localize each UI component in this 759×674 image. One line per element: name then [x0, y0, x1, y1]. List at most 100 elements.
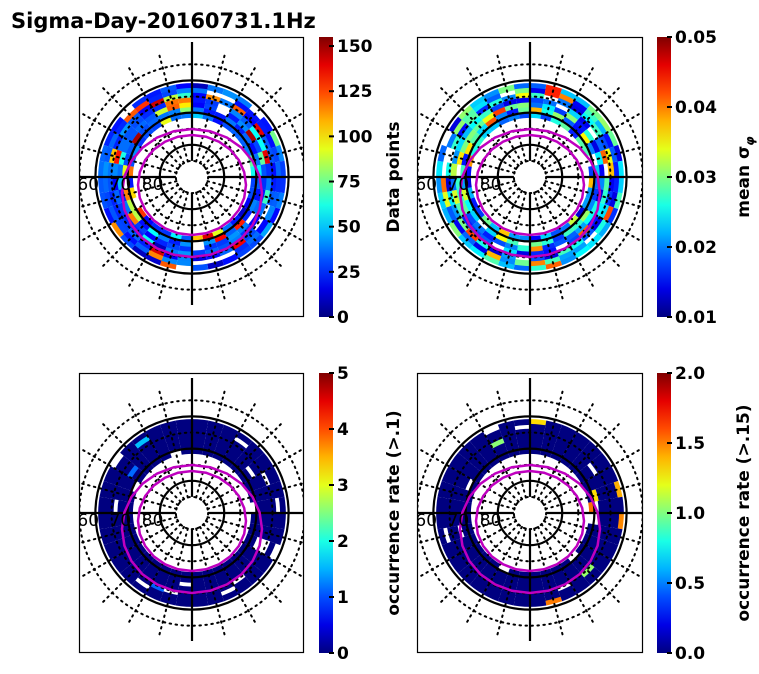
data-bin	[121, 139, 133, 154]
data-bin	[255, 119, 270, 136]
data-bin	[446, 541, 458, 558]
data-bin	[590, 489, 599, 502]
data-bin	[448, 116, 463, 133]
colorbar-tick-label: 75	[337, 173, 361, 193]
data-bin	[150, 558, 163, 570]
data-bin	[114, 554, 129, 571]
data-bin	[233, 459, 246, 472]
data-bin	[550, 564, 563, 574]
dotted-mlt-spoke	[437, 84, 520, 167]
data-bin	[488, 456, 501, 468]
data-bin	[123, 489, 132, 502]
data-bin	[469, 480, 479, 493]
data-bin	[480, 463, 492, 475]
data-bin	[244, 547, 257, 561]
data-bin	[602, 541, 614, 558]
data-bin	[566, 444, 581, 457]
data-bin	[562, 226, 575, 238]
data-bin	[135, 135, 147, 148]
dotted-mlt-spoke	[540, 523, 623, 606]
dotted-mlt-spoke	[195, 191, 227, 303]
data-bin	[568, 127, 580, 139]
colorbar-label-subscript: φ	[743, 136, 757, 146]
colorbar-gradient	[319, 37, 333, 317]
auroral-oval-contour	[136, 469, 248, 573]
data-bin	[157, 568, 171, 579]
data-bin	[114, 218, 129, 235]
data-bin	[497, 595, 515, 606]
data-bin	[446, 205, 458, 222]
auroral-oval-contour	[120, 463, 264, 595]
colorbar-tick-label: 0.05	[675, 28, 717, 48]
data-bin	[120, 441, 136, 457]
data-bin	[131, 244, 148, 259]
data-bin	[233, 218, 246, 231]
figure-title: Sigma-Day-20160731.1Hz	[11, 9, 316, 33]
latitude-label: 80	[142, 511, 164, 531]
data-bin	[247, 198, 258, 212]
colorbar-label: mean σφ	[734, 136, 757, 218]
data-bin	[247, 534, 258, 548]
data-bin	[104, 191, 114, 208]
data-bin	[545, 84, 563, 95]
data-bin	[482, 448, 496, 461]
data-bin	[437, 192, 448, 210]
data-bin	[495, 232, 509, 243]
panel-occurrence-rate-01: 60 70 80 0 1 2 3 4 5 occurrence rate (>.1)	[78, 364, 404, 664]
data-bin	[597, 557, 612, 574]
data-bin	[168, 444, 181, 453]
data-bin	[465, 129, 478, 143]
data-bin	[597, 452, 612, 469]
data-bin	[480, 127, 492, 139]
data-bin	[545, 595, 563, 606]
data-bin	[123, 566, 139, 582]
data-bin	[586, 441, 602, 457]
dotted-mlt-spoke	[437, 420, 520, 503]
colorbar-tick-label: 0.0	[675, 644, 705, 664]
data-bin	[458, 569, 474, 585]
data-bin	[247, 142, 258, 156]
data-bin	[447, 526, 457, 542]
data-bin	[255, 137, 267, 152]
dotted-mlt-spoke	[417, 481, 516, 510]
data-bin	[571, 123, 584, 136]
dotted-mlt-spoke	[437, 187, 520, 270]
data-bin	[541, 444, 554, 453]
data-bin	[161, 591, 178, 601]
colorbar-tick-label: 0.04	[675, 98, 717, 118]
data-bin	[497, 420, 515, 431]
dotted-mlt-spoke	[464, 189, 523, 290]
data-bin	[574, 431, 591, 446]
data-bin	[586, 233, 602, 249]
data-bin	[437, 528, 448, 546]
data-bin	[452, 554, 467, 571]
data-bin	[590, 524, 599, 537]
colorbar-tick-label: 0.5	[675, 574, 705, 594]
data-bin	[597, 116, 612, 133]
dotted-mlt-spoke	[126, 189, 185, 290]
data-bin	[544, 255, 561, 265]
data-bin	[583, 108, 599, 124]
data-bin	[571, 435, 588, 450]
data-bin	[447, 190, 457, 206]
dotted-mlt-spoke	[533, 387, 565, 499]
data-bin	[461, 489, 470, 502]
data-bin	[559, 120, 572, 132]
data-bin	[553, 236, 568, 248]
data-bin	[437, 480, 448, 498]
data-bin	[608, 482, 618, 499]
colorbar-gradient	[319, 373, 333, 653]
data-bin	[127, 547, 140, 561]
data-bin	[545, 420, 563, 431]
data-bin	[126, 198, 137, 212]
dotted-mlt-spoke	[79, 520, 180, 579]
data-bin	[490, 102, 505, 114]
latitude-label: 70	[110, 511, 132, 531]
data-bin	[446, 132, 458, 149]
data-bin	[117, 473, 129, 488]
data-bin	[448, 557, 463, 574]
data-bin	[207, 259, 225, 270]
data-bin	[469, 197, 479, 210]
data-bin	[585, 534, 596, 548]
data-bin	[135, 206, 147, 219]
